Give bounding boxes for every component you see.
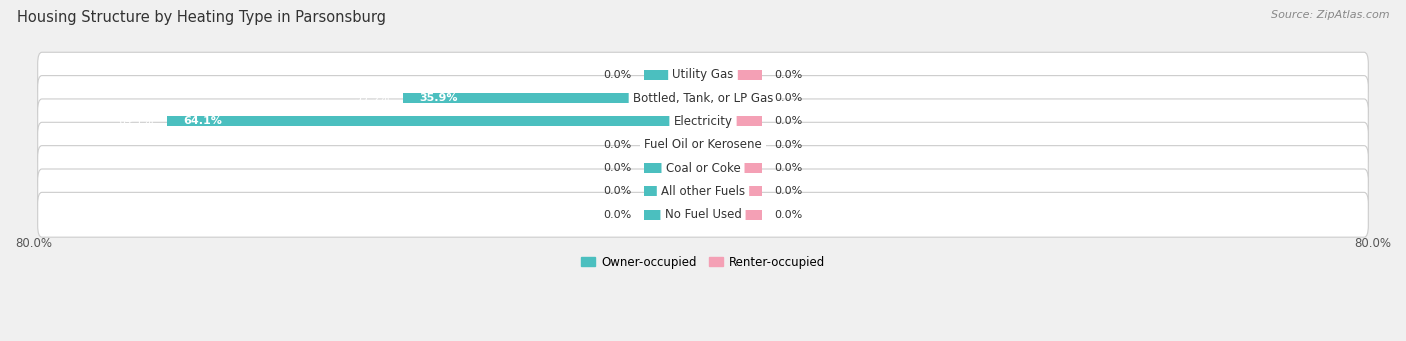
Text: 0.0%: 0.0%	[603, 163, 631, 173]
Text: 0.0%: 0.0%	[775, 93, 803, 103]
Text: 0.0%: 0.0%	[775, 210, 803, 220]
Bar	[703, 116, 762, 127]
Text: 0.0%: 0.0%	[775, 187, 803, 196]
Text: 0.0%: 0.0%	[775, 163, 803, 173]
Text: 0.0%: 0.0%	[603, 140, 631, 150]
Text: Fuel Oil or Kerosene: Fuel Oil or Kerosene	[644, 138, 762, 151]
Text: 64.1%: 64.1%	[183, 116, 222, 127]
FancyBboxPatch shape	[38, 122, 1368, 167]
FancyBboxPatch shape	[38, 99, 1368, 144]
Bar	[703, 70, 762, 80]
Legend: Owner-occupied, Renter-occupied: Owner-occupied, Renter-occupied	[576, 251, 830, 273]
Text: 64.1%: 64.1%	[118, 116, 155, 127]
FancyBboxPatch shape	[38, 76, 1368, 120]
Text: 0.0%: 0.0%	[775, 70, 803, 80]
Text: 0.0%: 0.0%	[603, 70, 631, 80]
Text: Housing Structure by Heating Type in Parsonsburg: Housing Structure by Heating Type in Par…	[17, 10, 385, 25]
Text: 0.0%: 0.0%	[603, 210, 631, 220]
Text: Utility Gas: Utility Gas	[672, 68, 734, 81]
Text: 35.9%: 35.9%	[419, 93, 458, 103]
Bar	[703, 186, 762, 196]
Bar	[402, 93, 703, 103]
Text: Coal or Coke: Coal or Coke	[665, 162, 741, 175]
Bar	[644, 210, 703, 220]
Bar	[644, 186, 703, 196]
FancyBboxPatch shape	[38, 192, 1368, 237]
Bar	[644, 139, 703, 150]
Text: No Fuel Used: No Fuel Used	[665, 208, 741, 221]
FancyBboxPatch shape	[38, 169, 1368, 214]
Bar	[703, 139, 762, 150]
Text: 0.0%: 0.0%	[603, 187, 631, 196]
Text: All other Fuels: All other Fuels	[661, 185, 745, 198]
Bar	[703, 210, 762, 220]
Text: 0.0%: 0.0%	[775, 116, 803, 127]
Text: Electricity: Electricity	[673, 115, 733, 128]
Bar	[644, 70, 703, 80]
Text: 0.0%: 0.0%	[775, 140, 803, 150]
FancyBboxPatch shape	[38, 146, 1368, 191]
Bar	[703, 93, 762, 103]
FancyBboxPatch shape	[38, 52, 1368, 97]
Text: Source: ZipAtlas.com: Source: ZipAtlas.com	[1271, 10, 1389, 20]
Bar	[703, 163, 762, 173]
Text: 35.9%: 35.9%	[354, 93, 389, 103]
Text: Bottled, Tank, or LP Gas: Bottled, Tank, or LP Gas	[633, 91, 773, 105]
Bar	[644, 163, 703, 173]
Bar	[166, 116, 703, 127]
